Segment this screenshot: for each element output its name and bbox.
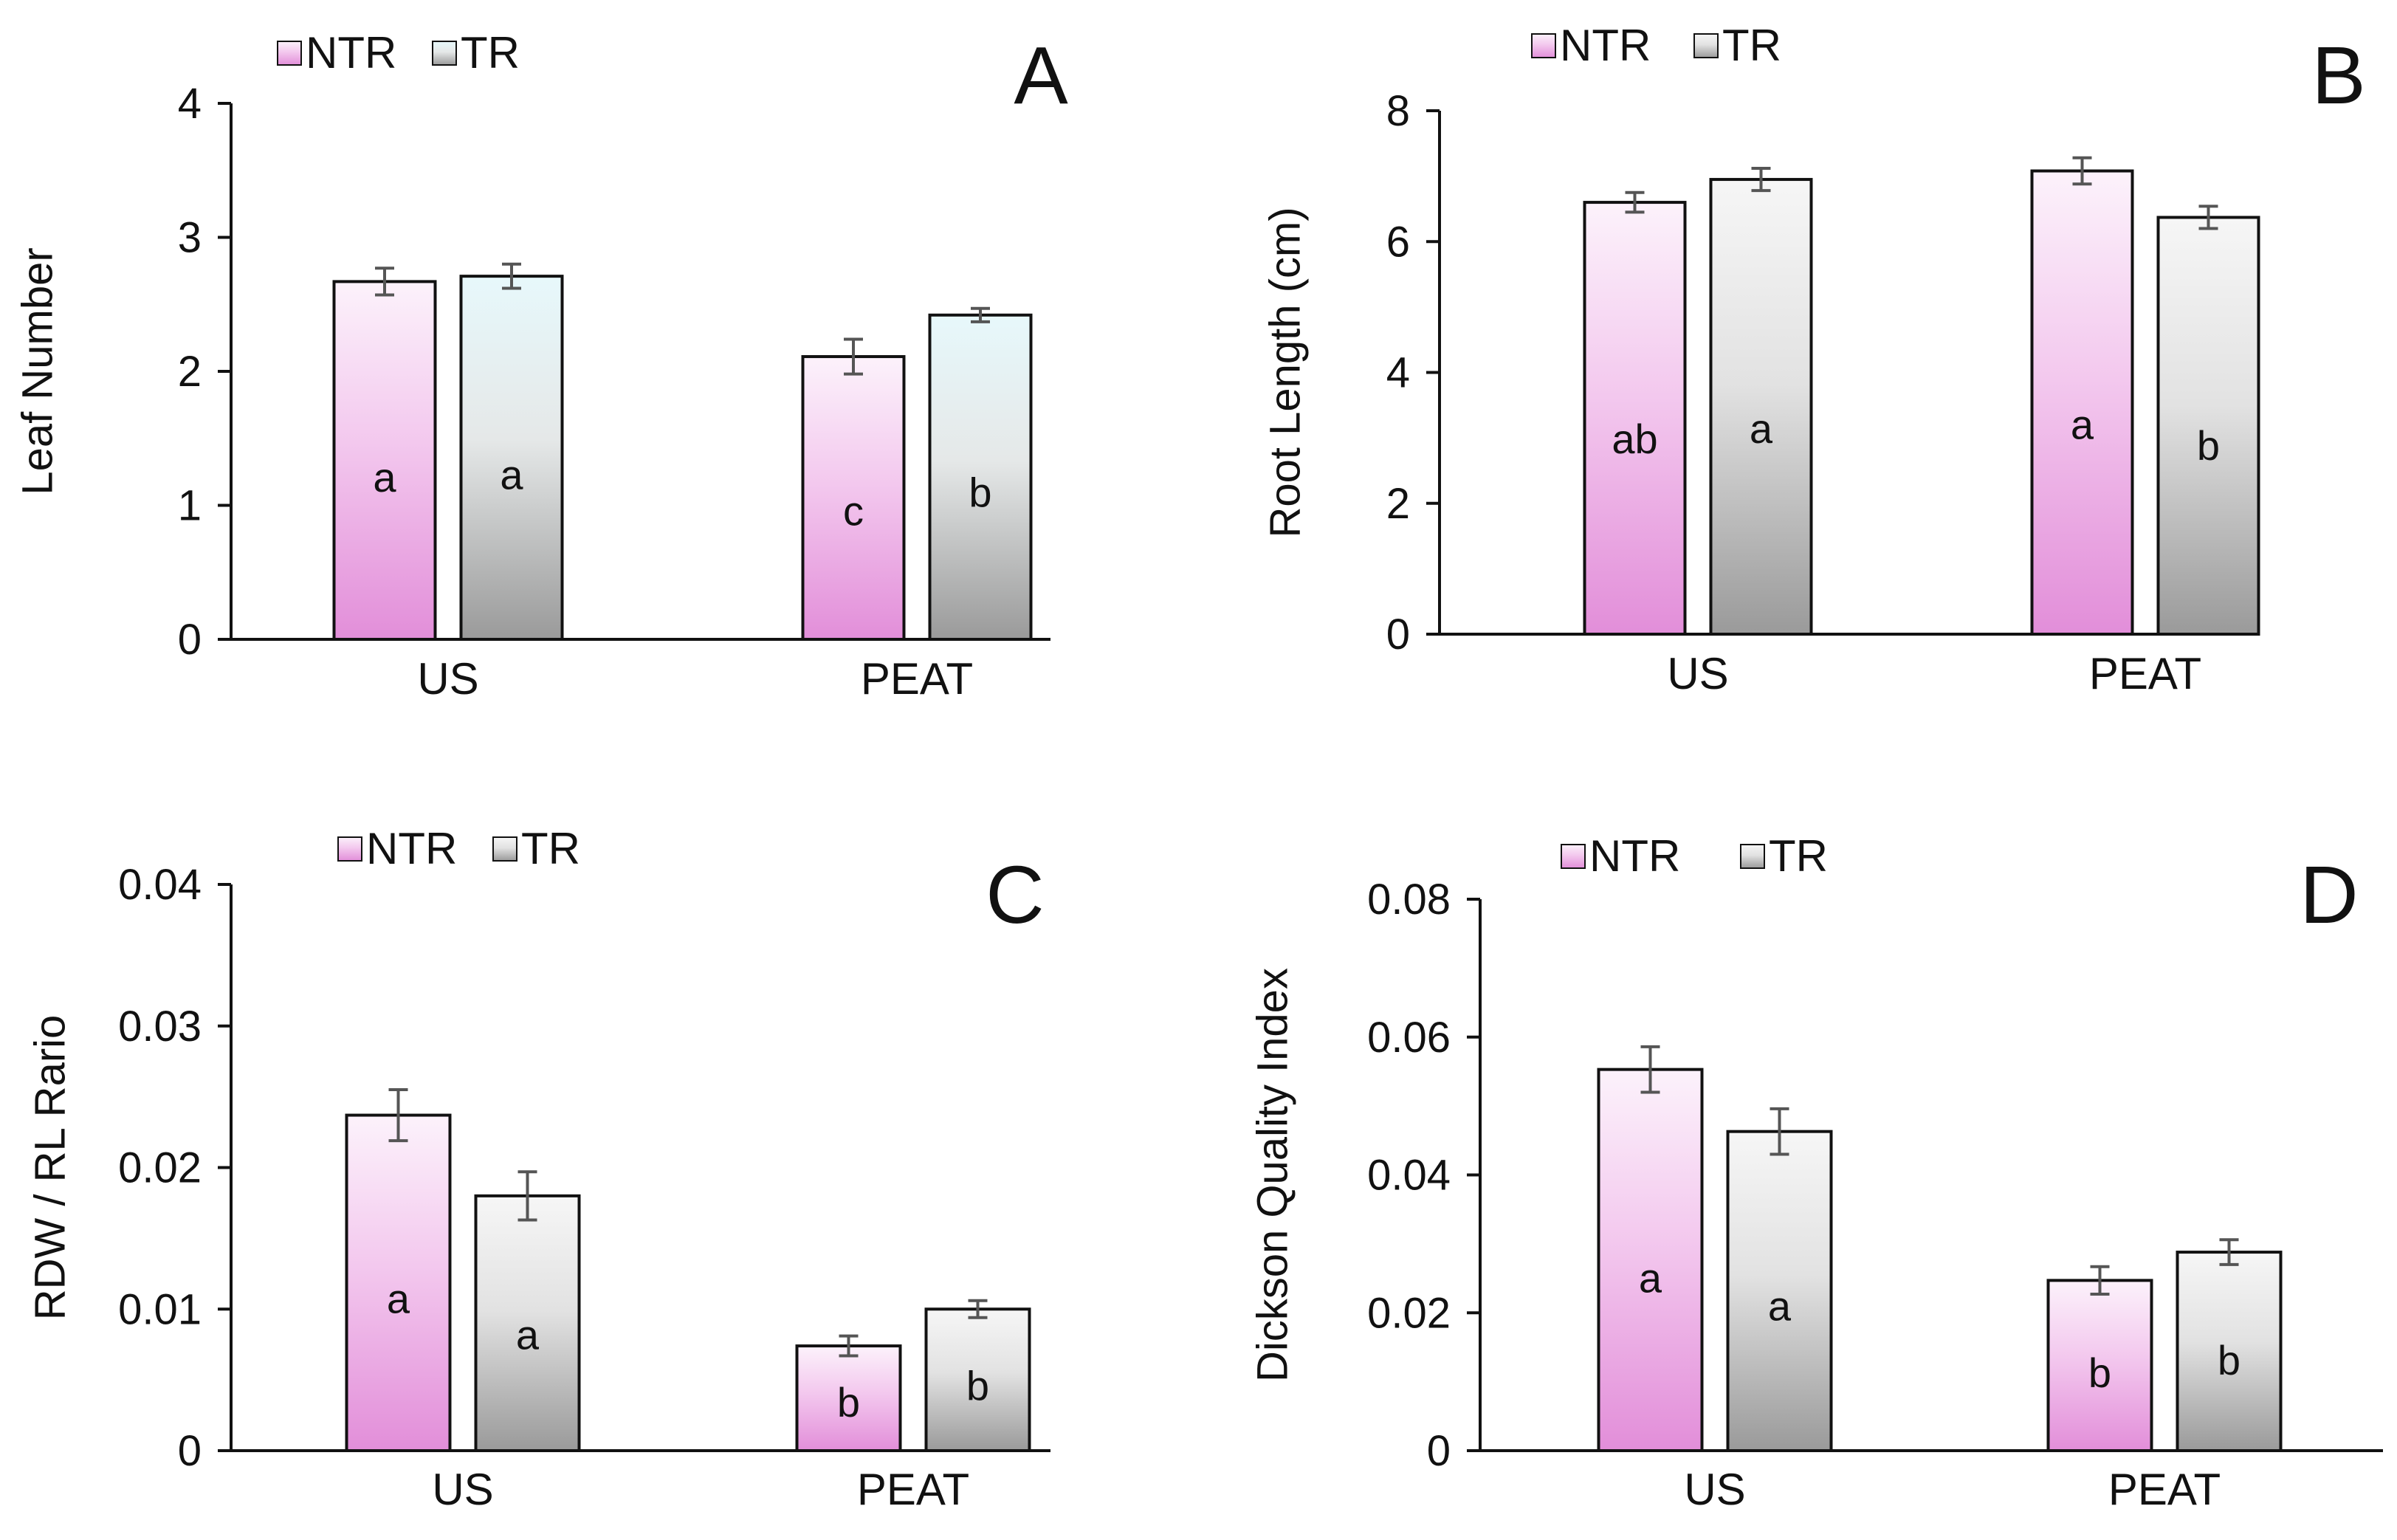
y-tick-label: 0 [1427,1427,1451,1475]
y-tick-label: 0.01 [118,1285,202,1333]
y-tick-label: 2 [178,348,202,396]
significance-letter: b [2218,1337,2240,1383]
legend: NTR TR [337,824,580,873]
significance-letter: b [2197,422,2220,469]
legend-swatch-tr [1740,844,1765,869]
x-tick-label: PEAT [2089,649,2201,698]
y-tick-label: 0 [178,616,202,664]
y-tick-label: 0.03 [118,1003,202,1051]
legend-label-ntr: NTR [306,28,396,78]
y-tick-label: 4 [1386,349,1410,397]
y-tick-label: 0.04 [1367,1152,1451,1200]
significance-letter: a [1750,405,1773,452]
y-tick-label: 4 [178,80,202,128]
bar-ntr-us [345,1113,452,1452]
legend-swatch-tr [1693,33,1719,58]
x-tick-label: PEAT [2108,1465,2221,1514]
legend-swatch-ntr [1561,844,1586,869]
x-tick-label: PEAT [857,1465,969,1514]
legend-label-ntr: NTR [1589,831,1680,881]
legend-label-ntr: NTR [1560,21,1651,70]
significance-letter: c [843,488,864,534]
panel-letter: D [2300,850,2358,941]
significance-letter: b [837,1379,860,1426]
legend-label-ntr: NTR [366,824,457,873]
y-tick-label: 0.06 [1367,1014,1451,1062]
y-tick-label: 0.02 [1367,1289,1451,1337]
significance-letter: a [516,1312,540,1358]
significance-letter: a [1768,1282,1792,1329]
legend-swatch-tr [432,41,457,66]
panel-c: NTR TR C RDW / RL Rario 0 0.01 0.02 0.03 0.04 a a U… [26,824,1050,1514]
legend-label-tr: TR [1722,21,1781,70]
bar-ntr-peat [2030,169,2134,636]
y-axis-label: Leaf Number [13,247,61,495]
y-tick-label: 0 [178,1427,202,1475]
bar-tr-us [1726,1130,1833,1452]
legend-swatch-tr [492,836,517,862]
y-tick-label: 0.02 [118,1144,202,1192]
significance-letter: b [966,1363,989,1409]
x-tick-label: US [1667,649,1728,698]
significance-letter: b [969,469,991,515]
y-axis-label: Dickson Quality Index [1248,968,1296,1382]
y-tick-label: 0 [1386,611,1410,659]
y-tick-label: 0.08 [1367,876,1451,924]
y-tick-label: 8 [1386,87,1410,135]
significance-letter: a [2071,402,2094,448]
y-tick-label: 0.04 [118,861,202,909]
panel-letter: A [1014,30,1068,121]
significance-letter: a [373,454,396,501]
legend-swatch-ntr [1531,33,1556,58]
legend-label-tr: TR [461,28,520,78]
y-tick-label: 2 [1386,480,1410,528]
x-tick-label: PEAT [861,654,973,704]
y-tick-label: 3 [178,214,202,262]
x-tick-label: US [432,1465,493,1514]
significance-letter: ab [1612,416,1657,462]
y-tick-label: 1 [178,482,202,530]
y-axis-label: Root Length (cm) [1261,207,1309,537]
y-axis-label: RDW / RL Rario [26,1015,74,1321]
significance-letter: a [387,1275,410,1321]
legend: NTR TR [1531,21,1781,70]
legend-label-tr: TR [1769,831,1828,881]
legend-swatch-ntr [337,836,362,862]
bar-ntr-peat [795,1344,902,1452]
bar-tr-us [1709,178,1813,636]
bar-tr-us [474,1194,581,1452]
significance-letter: a [1639,1255,1662,1302]
bar-tr-peat [928,313,1033,641]
significance-letter: a [500,452,523,498]
y-tick-label: 6 [1386,218,1410,266]
panel-letter: C [986,850,1044,941]
legend: NTR TR [277,28,520,78]
legend-label-tr: TR [521,824,580,873]
bar-ntr-us [1583,201,1687,636]
panel-a: NTR TR A Leaf Number 0 1 2 3 4 a a US c b PEAT [13,28,1068,704]
legend-swatch-ntr [277,41,302,66]
panel-d: NTR TR D Dickson Quality Index 0 0.02 0.04 0.06… [1248,831,2383,1514]
x-tick-label: US [1684,1465,1745,1514]
legend: NTR TR [1561,831,1828,881]
x-tick-label: US [417,654,478,704]
significance-letter: b [2088,1350,2111,1396]
panel-letter: B [2311,30,2365,121]
